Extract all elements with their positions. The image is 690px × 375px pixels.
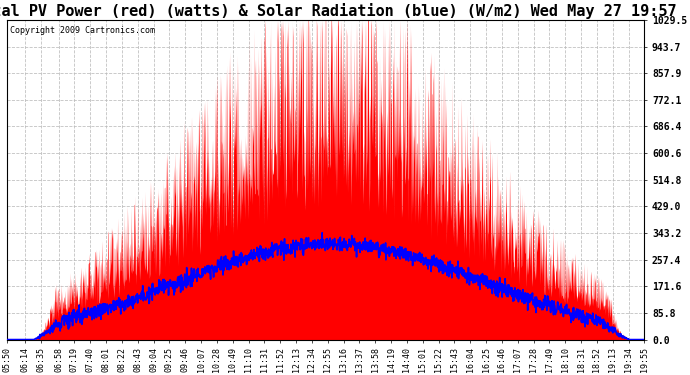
Title: Total PV Power (red) (watts) & Solar Radiation (blue) (W/m2) Wed May 27 19:57: Total PV Power (red) (watts) & Solar Rad… [0, 3, 677, 19]
Text: Copyright 2009 Cartronics.com: Copyright 2009 Cartronics.com [10, 26, 155, 35]
